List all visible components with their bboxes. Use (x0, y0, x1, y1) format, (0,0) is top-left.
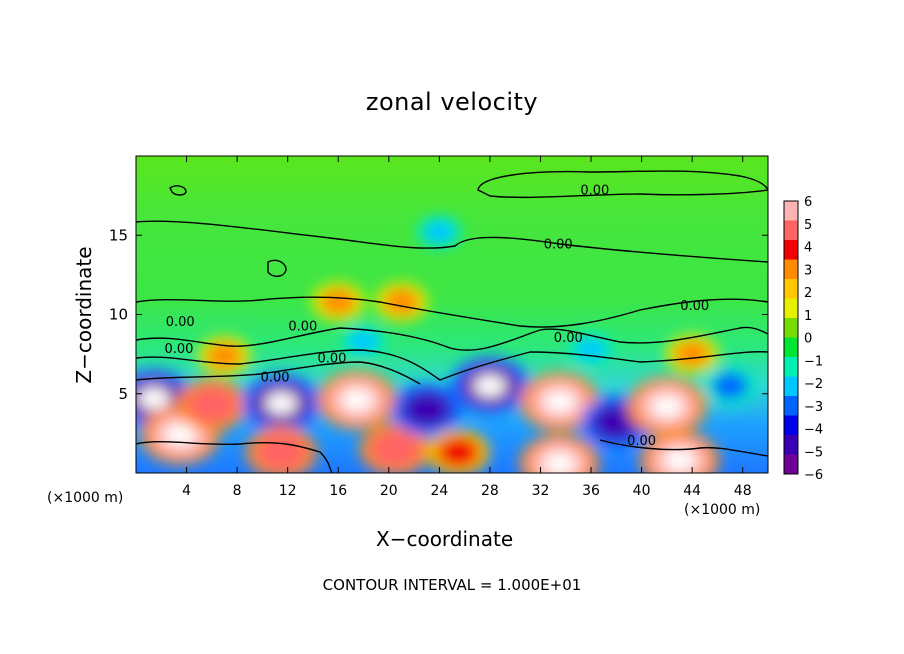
x-tick-label: 16 (329, 483, 347, 499)
colorbar-segment (784, 240, 798, 260)
contour-line (136, 349, 768, 381)
velocity-feature-core (164, 423, 197, 447)
contour-label: 0.00 (261, 370, 290, 385)
contour-label: 0.00 (580, 183, 609, 198)
colorbar-tick-label: 3 (804, 263, 812, 278)
colorbar-segment (784, 357, 798, 377)
velocity-feature (382, 288, 421, 316)
contour-label: 0.00 (544, 237, 573, 252)
y-axis-ticks: 5 10 15 (109, 226, 768, 403)
velocity-feature-core (265, 392, 298, 415)
velocity-feature-core (341, 388, 374, 412)
x-tick-label: 8 (233, 483, 242, 499)
colorbar-tick-label: −5 (804, 445, 823, 460)
velocity-feature (402, 391, 452, 428)
velocity-feature (673, 340, 711, 368)
colorbar-tick-label: −3 (804, 400, 823, 415)
x-tick-label: 20 (380, 483, 398, 499)
velocity-feature (436, 436, 480, 469)
colorbar-tick-label: 1 (804, 309, 812, 324)
colorbar-tick-label: −4 (804, 423, 823, 438)
contour-label: 0.00 (554, 331, 583, 346)
velocity-feature-core (137, 387, 170, 410)
y-axis-label: Z−coordinate (72, 246, 96, 384)
velocity-feature (711, 372, 749, 400)
contour-line (136, 220, 768, 263)
plot-area (136, 156, 768, 473)
colorbar-segment (784, 318, 798, 338)
velocity-feature (370, 431, 420, 468)
colorbar-segment (784, 435, 798, 455)
colorbar: 6 5 4 3 2 1 0 −1 −2 −3 −4 −5 −6 (783, 195, 823, 483)
contour-line (136, 361, 421, 385)
velocity-features (136, 215, 757, 473)
colorbar-segment (784, 298, 798, 319)
velocity-feature-core (650, 395, 683, 418)
contour-label: 0.00 (317, 351, 346, 366)
contour-line (136, 326, 768, 351)
colorbar-tick-label: −6 (804, 468, 823, 483)
zero-contours (136, 170, 768, 473)
contour-labels: 0.00 0.00 0.00 0.00 0.00 0.00 0.00 0.00 0.00 0.00 (164, 183, 709, 448)
x-tick-label: 24 (430, 483, 448, 499)
velocity-feature (187, 386, 237, 424)
contour-label: 0.00 (164, 342, 193, 357)
x-axis-label: X−coordinate (376, 527, 514, 551)
velocity-feature-core (663, 449, 696, 472)
x-tick-label: 40 (633, 483, 651, 499)
x-axis-ticks: 4 8 12 16 20 24 28 32 36 40 44 48 (182, 156, 752, 499)
colorbar-segment (784, 337, 798, 358)
y-tick-label: 5 (118, 385, 128, 403)
colorbar-segment (784, 220, 798, 241)
colorbar-tick-label: 4 (804, 241, 812, 256)
colorbar-tick-label: 2 (804, 286, 812, 301)
x-tick-label: 48 (734, 483, 752, 499)
colorbar-segment (784, 415, 798, 436)
x-unit-label-right: (×1000 m) (684, 502, 761, 518)
colorbar-segment (784, 454, 798, 475)
chart-title: zonal velocity (365, 88, 539, 116)
colorbar-segment (784, 201, 798, 221)
contour-line (136, 296, 768, 328)
colorbar-tick-label: −1 (804, 354, 823, 369)
velocity-feature-core (473, 374, 506, 397)
x-tick-label: 32 (532, 483, 550, 499)
y-tick-label: 15 (109, 226, 128, 244)
colorbar-tick-label: 5 (804, 218, 812, 233)
velocity-feature (256, 434, 307, 471)
contour-line (267, 259, 287, 277)
x-unit-label-left: (×1000 m) (47, 490, 124, 506)
contour-line (169, 185, 187, 196)
x-tick-label: 28 (481, 483, 499, 499)
colorbar-tick-label: −2 (804, 377, 823, 392)
velocity-feature (347, 329, 380, 353)
contour-label: 0.00 (680, 299, 709, 314)
velocity-feature (423, 220, 455, 244)
contour-line (477, 170, 768, 199)
velocity-feature-core (543, 390, 576, 413)
x-tick-label: 44 (683, 483, 701, 499)
colorbar-segment (784, 376, 798, 397)
colorbar-frame (783, 200, 799, 475)
contour-line (599, 439, 768, 457)
contour-label: 0.00 (166, 315, 195, 330)
colorbar-tick-label: 0 (804, 332, 812, 347)
colorbar-segment (784, 259, 798, 280)
contour-label: 0.00 (627, 434, 656, 449)
colorbar-segment (784, 279, 798, 299)
y-tick-label: 10 (109, 306, 128, 324)
x-tick-label: 12 (279, 483, 297, 499)
x-tick-label: 36 (582, 483, 600, 499)
contour-interval-note: CONTOUR INTERVAL = 1.000E+01 (322, 576, 582, 594)
velocity-feature-core (543, 452, 576, 473)
x-tick-label: 4 (182, 483, 191, 499)
contour-line (136, 441, 333, 473)
colorbar-segment (784, 396, 798, 416)
colorbar-tick-label: 6 (804, 195, 812, 210)
velocity-feature (319, 288, 357, 316)
contour-label: 0.00 (288, 320, 317, 335)
